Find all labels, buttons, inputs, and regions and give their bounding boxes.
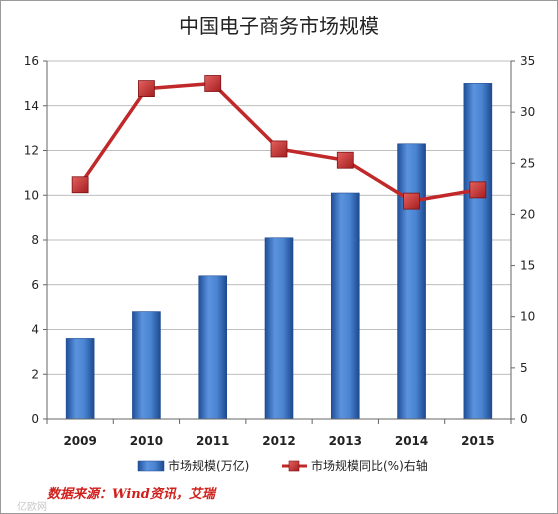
line-marker (204, 75, 222, 92)
y-left-tick-label: 12 (24, 144, 39, 158)
y-left-tick-label: 14 (24, 99, 39, 113)
x-tick-label: 2013 (329, 434, 362, 448)
bar (132, 311, 161, 420)
line-marker (138, 80, 155, 98)
legend-label-bar: 市场规模(万亿) (168, 458, 249, 473)
y-right-tick-label: 10 (520, 310, 535, 324)
y-left-tick-label: 0 (31, 412, 39, 426)
bar (264, 237, 294, 420)
bar (198, 275, 228, 420)
y-left-tick-label: 6 (31, 278, 39, 292)
line-marker (336, 151, 354, 169)
y-right-tick-label: 20 (520, 207, 535, 221)
bar (330, 192, 360, 420)
line-series (71, 75, 487, 210)
x-tick-label: 2010 (130, 434, 163, 448)
source-note: 数据来源：Wind资讯，艾瑞 (47, 486, 217, 502)
line-marker (71, 176, 89, 194)
y-right-tick-label: 35 (520, 54, 535, 68)
bar (397, 143, 426, 420)
y-left-tick-label: 8 (31, 233, 39, 247)
y-right-tick-label: 30 (520, 105, 535, 119)
y-right-tick-label: 5 (520, 361, 528, 375)
x-tick-label: 2011 (196, 434, 229, 448)
y-left-tick-label: 4 (31, 323, 39, 337)
chart-title: 中国电子商务市场规模 (179, 14, 379, 38)
y-left-tick-label: 16 (24, 54, 39, 68)
legend-label-line: 市场规模同比(%)右轴 (311, 458, 428, 473)
x-tick-label: 2012 (262, 434, 295, 448)
x-tick-label: 2014 (395, 434, 428, 448)
y-left-tick-label: 10 (24, 188, 39, 202)
axes: 0 2 4 6 8 10 12 14 16 0 5 10 15 20 25 30 35 2009 2010 2011 2… (24, 54, 536, 448)
x-tick-label: 2015 (461, 434, 494, 448)
bar-series (65, 83, 493, 420)
y-right-tick-label: 15 (520, 259, 535, 273)
bar (65, 338, 95, 420)
y-right-tick-label: 0 (520, 412, 528, 426)
x-tick-label: 2009 (63, 434, 96, 448)
y-right-tick-label: 25 (520, 156, 535, 170)
line-marker (469, 181, 487, 199)
legend-swatch-bar (137, 460, 165, 472)
line-marker (403, 192, 420, 210)
bar (463, 83, 493, 420)
watermark-text: 亿欧网 (17, 500, 47, 513)
y-left-tick-label: 2 (31, 367, 39, 381)
legend-swatch-marker (288, 460, 300, 472)
line-marker (270, 140, 288, 158)
legend: 市场规模(万亿) 市场规模同比(%)右轴 (137, 458, 428, 473)
